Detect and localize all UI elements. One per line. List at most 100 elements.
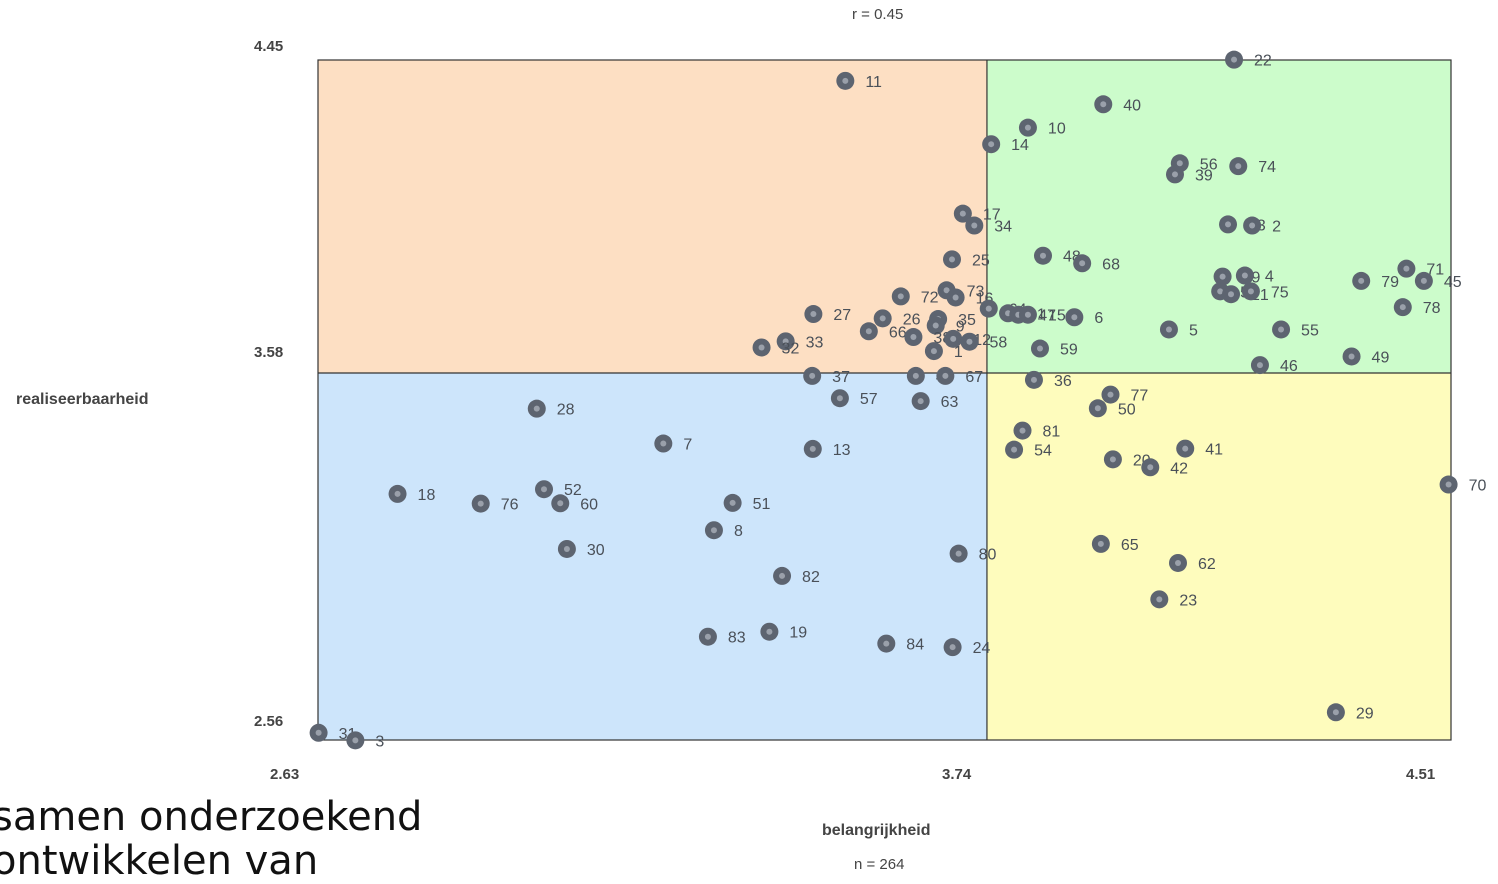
- data-point-core-43: [1225, 221, 1232, 228]
- data-label-80: 80: [979, 547, 997, 564]
- data-point-core-68: [1079, 260, 1086, 267]
- data-label-40: 40: [1123, 97, 1141, 114]
- data-point-core-62: [1174, 559, 1181, 566]
- data-label-65: 65: [1121, 537, 1139, 554]
- data-point-core-26: [879, 315, 886, 322]
- data-point-core-24: [949, 644, 956, 651]
- data-point-core-56: [1176, 160, 1183, 167]
- data-point-core-83: [704, 633, 711, 640]
- background-text-line-1: samen onderzoekend: [0, 794, 423, 840]
- data-label-23: 23: [1179, 592, 1197, 609]
- data-label-74: 74: [1258, 159, 1276, 176]
- data-label-78: 78: [1423, 300, 1441, 317]
- data-point-core-22: [1231, 56, 1238, 63]
- data-point-core-44: [912, 372, 919, 379]
- data-point-core-13: [809, 445, 816, 452]
- y-tick-bottom: 2.56: [254, 713, 284, 730]
- data-label-54: 54: [1034, 443, 1052, 460]
- data-point-core-36: [1030, 376, 1037, 383]
- x-axis-label: belangrijkheid: [822, 822, 931, 839]
- data-label-67: 67: [965, 369, 983, 386]
- data-label-76: 76: [501, 497, 519, 514]
- data-label-6: 6: [1094, 310, 1103, 327]
- data-point-core-28: [533, 405, 540, 412]
- quadrant-top-right: [986, 60, 1451, 374]
- data-label-22: 22: [1254, 53, 1272, 70]
- x-tick-right: 4.51: [1406, 766, 1436, 783]
- data-label-45: 45: [1444, 274, 1462, 291]
- data-point-core-57: [836, 395, 843, 402]
- data-label-14: 14: [1011, 137, 1029, 154]
- data-point-core-41: [1182, 445, 1189, 452]
- data-label-15: 15: [1048, 308, 1066, 325]
- data-point-core-59: [1036, 345, 1043, 352]
- data-point-core-48: [1039, 252, 1046, 259]
- data-point-core-84: [883, 640, 890, 647]
- data-point-core-30: [563, 545, 570, 552]
- data-point-core-78: [1399, 304, 1406, 311]
- data-label-19: 19: [789, 625, 807, 642]
- quadrant-bottom-left: [318, 373, 987, 740]
- data-label-26: 26: [903, 311, 921, 328]
- data-point-core-51: [729, 499, 736, 506]
- data-point-core-53: [1217, 288, 1224, 295]
- data-point-core-32: [758, 344, 765, 351]
- data-label-4: 4: [1265, 269, 1274, 286]
- data-label-28: 28: [557, 402, 575, 419]
- data-label-17: 17: [983, 207, 1001, 224]
- data-point-core-60: [557, 500, 564, 507]
- data-point-core-31: [315, 729, 322, 736]
- data-point-core-71: [1403, 265, 1410, 272]
- data-point-core-82: [779, 572, 786, 579]
- data-point-core-66: [865, 328, 872, 335]
- data-label-41: 41: [1205, 442, 1223, 459]
- sample-size-label: n = 264: [854, 856, 905, 873]
- data-point-core-23: [1156, 596, 1163, 603]
- data-label-24: 24: [973, 640, 991, 657]
- data-label-66: 66: [889, 324, 907, 341]
- data-label-35: 35: [958, 312, 976, 329]
- data-point-core-45: [1420, 277, 1427, 284]
- data-label-83: 83: [728, 630, 746, 647]
- data-label-50: 50: [1118, 401, 1136, 418]
- data-point-core-40: [1100, 101, 1107, 108]
- y-tick-split: 3.58: [254, 344, 284, 361]
- data-label-30: 30: [587, 542, 605, 559]
- data-point-core-11: [842, 77, 849, 84]
- data-point-core-38: [910, 334, 917, 341]
- data-point-core-75: [1247, 288, 1254, 295]
- quadrant-bottom-right: [986, 373, 1451, 740]
- data-point-core-9: [932, 322, 939, 329]
- data-point-core-77: [1107, 391, 1114, 398]
- data-label-68: 68: [1102, 256, 1120, 273]
- data-label-70: 70: [1469, 478, 1487, 495]
- data-point-core-16: [952, 294, 959, 301]
- data-label-62: 62: [1198, 556, 1216, 573]
- data-label-10: 10: [1048, 121, 1066, 138]
- data-point-core-25: [948, 256, 955, 263]
- data-point-core-76: [477, 500, 484, 507]
- data-point-core-33: [782, 338, 789, 345]
- data-label-13: 13: [833, 442, 851, 459]
- data-point-core-19: [766, 628, 773, 635]
- data-point-core-42: [1147, 464, 1154, 471]
- data-point-core-4: [1241, 272, 1248, 279]
- data-point-core-73: [943, 287, 950, 294]
- data-label-39: 39: [1195, 167, 1213, 184]
- data-label-36: 36: [1054, 373, 1072, 390]
- chart-title: r = 0.45: [852, 6, 904, 23]
- data-point-core-63: [917, 398, 924, 405]
- data-label-63: 63: [941, 394, 959, 411]
- data-label-46: 46: [1280, 358, 1298, 375]
- data-point-core-14: [988, 141, 995, 148]
- data-point-core-7: [660, 440, 667, 447]
- plot-border: [317, 59, 1452, 741]
- data-label-57: 57: [860, 391, 878, 408]
- data-label-25: 25: [972, 252, 990, 269]
- data-label-29: 29: [1356, 705, 1374, 722]
- data-point-core-27: [810, 311, 817, 318]
- data-label-2: 2: [1272, 219, 1281, 236]
- x-tick-left: 2.63: [270, 766, 300, 783]
- data-point-core-17: [959, 210, 966, 217]
